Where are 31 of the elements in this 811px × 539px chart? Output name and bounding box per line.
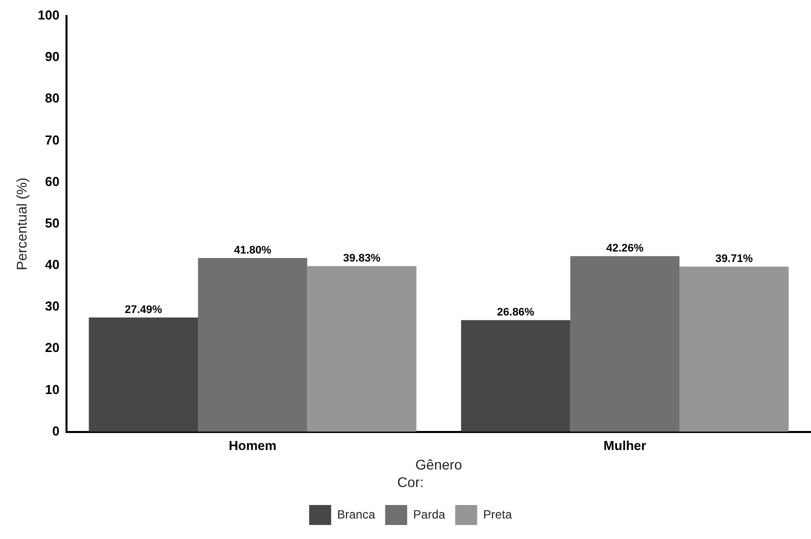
legend-label: Preta: [483, 507, 512, 522]
y-tick-label: 70: [45, 132, 60, 148]
y-tick-label: 20: [45, 340, 60, 356]
bar: [570, 256, 680, 432]
y-tick-label: 50: [45, 215, 60, 230]
bar: [679, 266, 789, 432]
data-label: 39.83%: [343, 252, 381, 265]
bar: [88, 317, 198, 432]
y-tick-label: 90: [45, 49, 60, 64]
x-tick-label: Homem: [228, 438, 276, 454]
data-label: 26.86%: [497, 306, 535, 319]
data-label: 42.26%: [606, 242, 644, 255]
y-tick-label: 80: [45, 90, 60, 106]
data-label: 27.49%: [124, 304, 162, 316]
y-tick-label: 0: [52, 423, 60, 438]
legend-label: Parda: [413, 507, 446, 522]
y-tick-label: 10: [45, 382, 60, 397]
legend-title: Cor:: [397, 474, 424, 490]
legend-label: Branca: [337, 507, 376, 522]
x-tick-label: Mulher: [604, 438, 646, 454]
data-label: 41.80%: [234, 244, 272, 257]
bar: [307, 266, 416, 432]
data-label: 39.71%: [715, 253, 753, 266]
y-tick-label: 40: [45, 257, 60, 272]
bar: [461, 320, 570, 432]
y-tick-label: 100: [38, 8, 60, 23]
bar: [198, 258, 308, 432]
y-tick-label: 60: [45, 174, 60, 189]
y-tick-label: 30: [45, 298, 60, 314]
x-axis-title: Gênero: [415, 456, 462, 473]
y-axis-title: Percentual (%): [13, 178, 30, 270]
